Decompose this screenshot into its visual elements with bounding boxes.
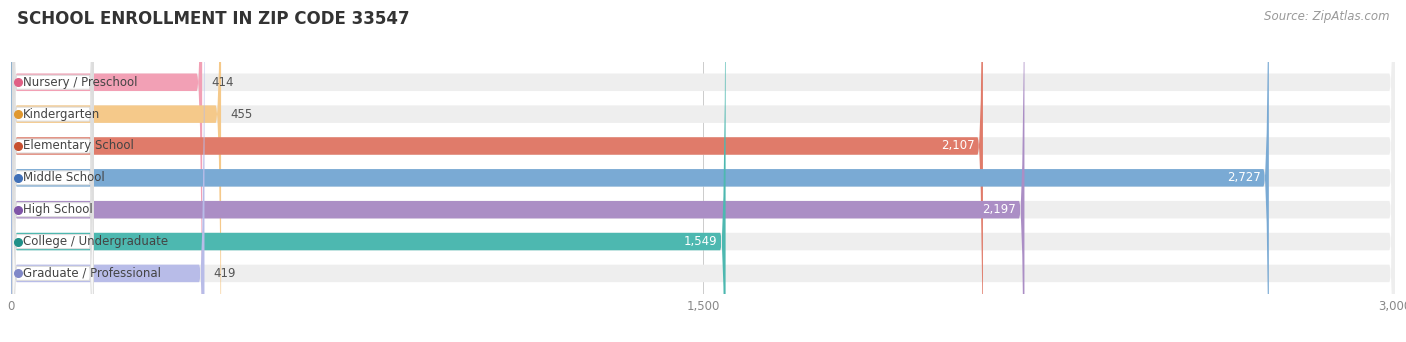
Text: Source: ZipAtlas.com: Source: ZipAtlas.com — [1264, 10, 1389, 23]
FancyBboxPatch shape — [11, 0, 204, 342]
FancyBboxPatch shape — [11, 0, 1395, 342]
Text: 2,107: 2,107 — [941, 140, 974, 153]
Text: 419: 419 — [214, 267, 236, 280]
FancyBboxPatch shape — [11, 0, 221, 342]
FancyBboxPatch shape — [11, 0, 1025, 342]
FancyBboxPatch shape — [13, 0, 93, 342]
Text: 2,197: 2,197 — [983, 203, 1017, 216]
Text: Kindergarten: Kindergarten — [24, 108, 100, 121]
Text: 455: 455 — [231, 108, 253, 121]
FancyBboxPatch shape — [11, 0, 1395, 342]
FancyBboxPatch shape — [13, 0, 93, 342]
Text: 414: 414 — [211, 76, 233, 89]
FancyBboxPatch shape — [13, 0, 93, 342]
Text: SCHOOL ENROLLMENT IN ZIP CODE 33547: SCHOOL ENROLLMENT IN ZIP CODE 33547 — [17, 10, 409, 28]
FancyBboxPatch shape — [13, 0, 93, 342]
FancyBboxPatch shape — [11, 0, 725, 342]
FancyBboxPatch shape — [11, 0, 1395, 342]
Text: Middle School: Middle School — [24, 171, 105, 184]
FancyBboxPatch shape — [11, 0, 1395, 342]
FancyBboxPatch shape — [11, 0, 1395, 342]
FancyBboxPatch shape — [13, 0, 93, 342]
FancyBboxPatch shape — [11, 0, 1268, 342]
Text: High School: High School — [24, 203, 93, 216]
FancyBboxPatch shape — [11, 0, 202, 342]
Text: Nursery / Preschool: Nursery / Preschool — [24, 76, 138, 89]
FancyBboxPatch shape — [13, 0, 93, 342]
Text: 1,549: 1,549 — [683, 235, 717, 248]
FancyBboxPatch shape — [11, 0, 1395, 342]
Text: College / Undergraduate: College / Undergraduate — [24, 235, 169, 248]
Text: Elementary School: Elementary School — [24, 140, 134, 153]
Text: 2,727: 2,727 — [1227, 171, 1261, 184]
Text: Graduate / Professional: Graduate / Professional — [24, 267, 162, 280]
FancyBboxPatch shape — [13, 0, 93, 342]
FancyBboxPatch shape — [11, 0, 983, 342]
FancyBboxPatch shape — [11, 0, 1395, 342]
